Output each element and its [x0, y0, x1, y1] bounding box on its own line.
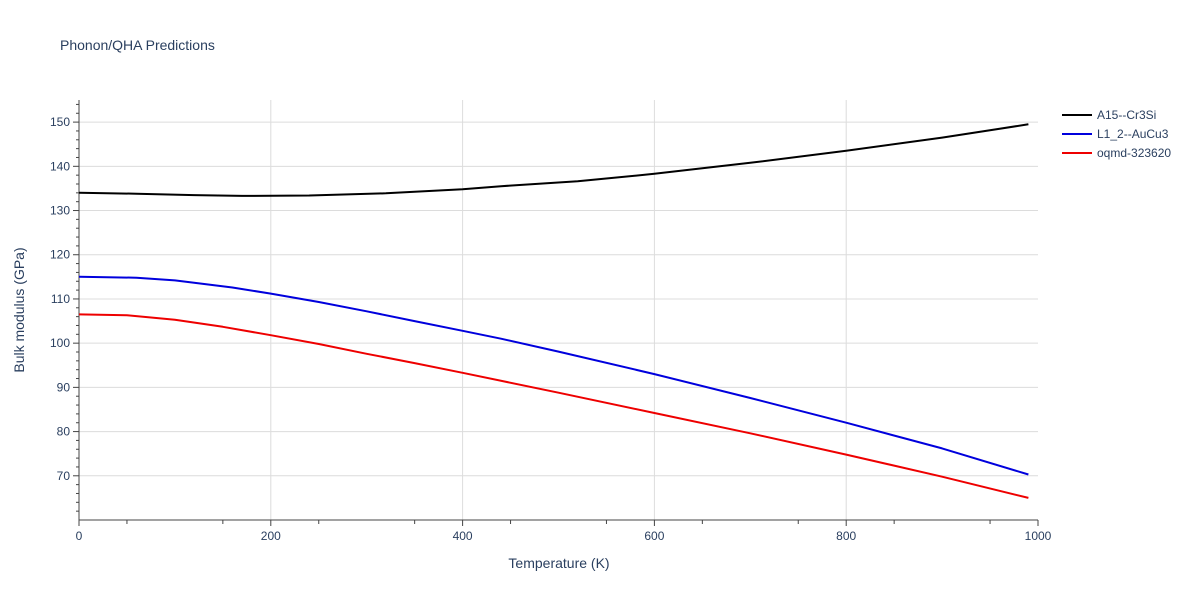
x-tick-label: 800 [836, 529, 856, 543]
x-axis-title: Temperature (K) [508, 555, 609, 571]
legend-label: A15--Cr3Si [1097, 108, 1156, 122]
y-axis-title: Bulk modulus (GPa) [11, 247, 27, 372]
y-tick-label: 150 [50, 115, 70, 129]
series-lines [78, 123, 1029, 499]
series-line-3 [78, 313, 1029, 499]
y-tick-label: 80 [57, 425, 71, 439]
y-tick-label: 120 [50, 248, 70, 262]
series-line-2 [78, 275, 1029, 476]
y-tick-label: 140 [50, 159, 70, 173]
x-tick-label: 400 [453, 529, 473, 543]
axes: 0 200 400 600 800 1000 70 80 90 100 110 120 130 140 15… [50, 100, 1052, 543]
x-tick-label: 0 [76, 529, 83, 543]
y-tick-label: 70 [57, 469, 71, 483]
x-tick-label: 200 [261, 529, 281, 543]
x-tick-label: 600 [644, 529, 664, 543]
y-tick-label: 90 [57, 380, 71, 394]
y-tick-label: 100 [50, 336, 70, 350]
x-tick-label: 1000 [1025, 529, 1052, 543]
y-tick-label: 130 [50, 204, 70, 218]
chart-title: Phonon/QHA Predictions [60, 37, 215, 53]
legend-label: L1_2--AuCu3 [1097, 127, 1169, 141]
grid [79, 100, 1038, 520]
y-tick-label: 110 [51, 292, 70, 306]
series-line-1 [78, 123, 1029, 197]
legend-label: oqmd-323620 [1097, 146, 1171, 160]
legend: A15--Cr3Si L1_2--AuCu3 oqmd-323620 [1062, 108, 1171, 160]
